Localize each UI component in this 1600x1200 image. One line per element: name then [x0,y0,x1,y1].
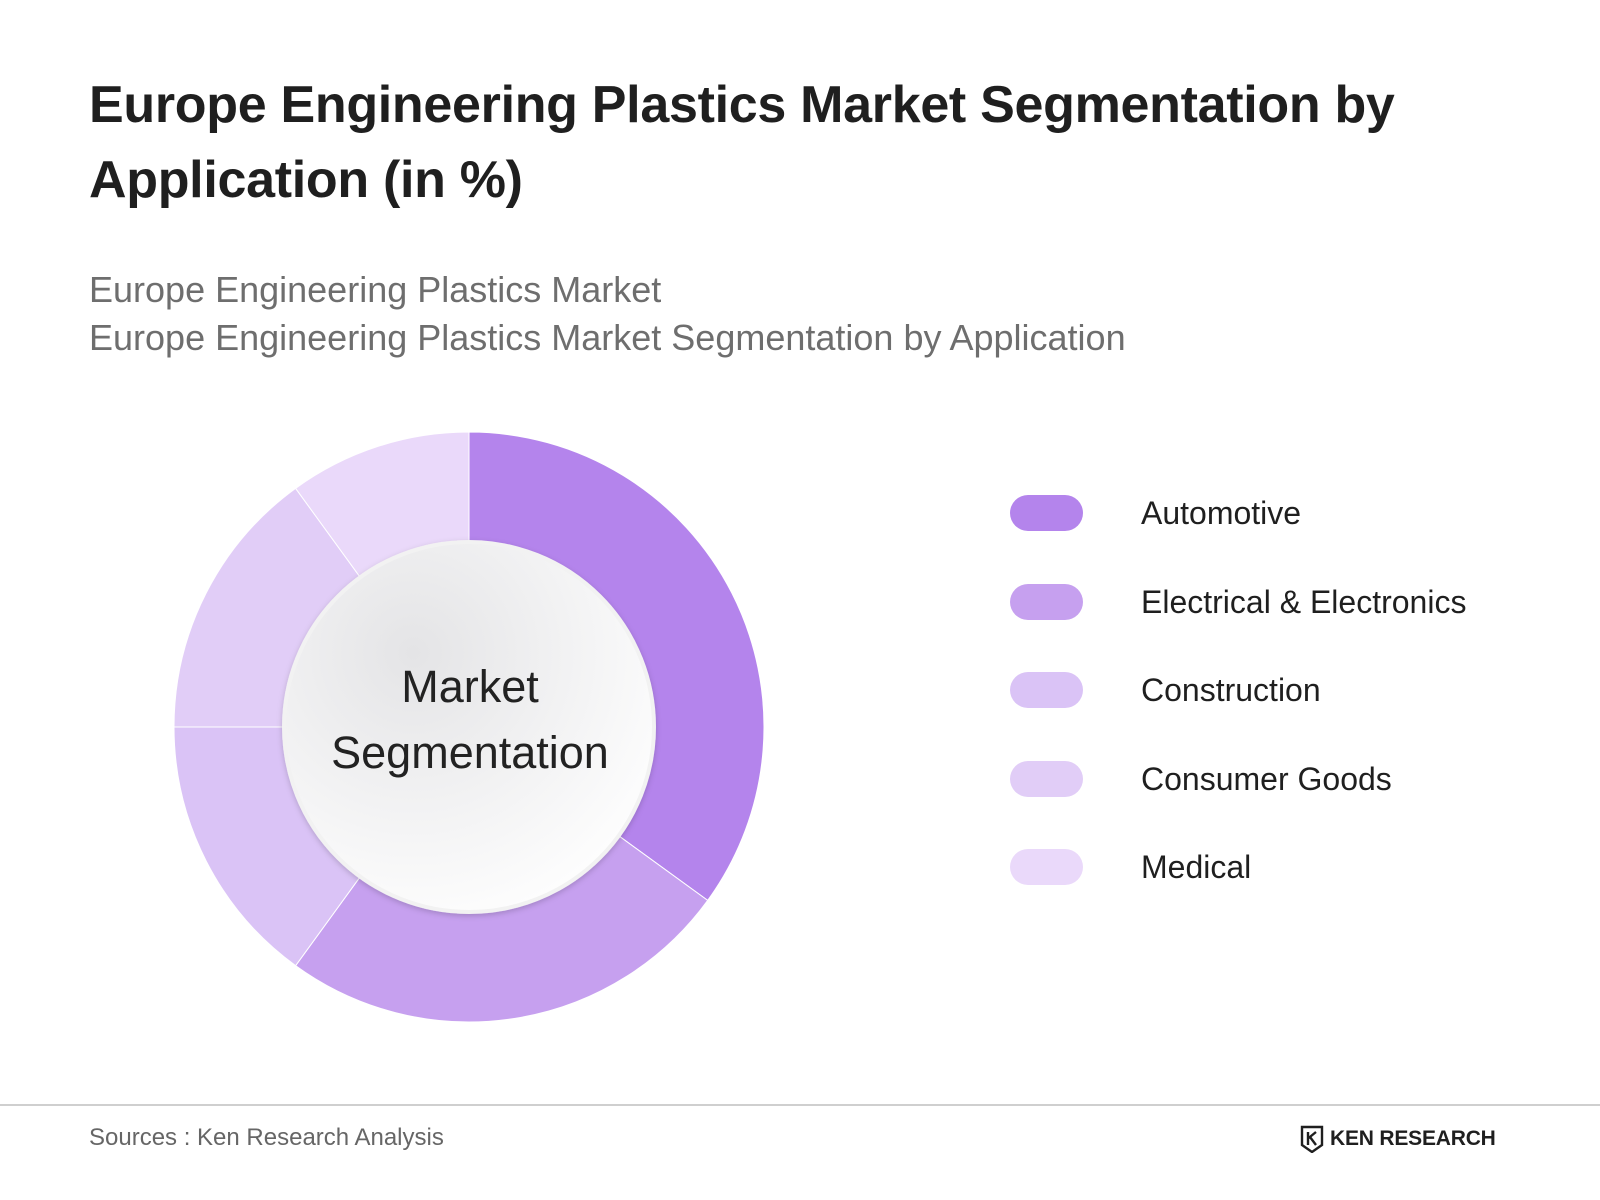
legend-swatch-consumer-goods [1010,760,1083,797]
donut-center-label: Market Segmentation [290,654,650,786]
legend-item-consumer-goods: Consumer Goods [1010,760,1570,850]
legend-swatch-construction [1010,672,1083,708]
footer-divider [0,1104,1600,1106]
legend-swatch-automotive [1010,495,1083,531]
legend-label-automotive: Automotive [1141,495,1302,531]
legend-swatch-medical [1010,849,1083,885]
center-label-line-2: Segmentation [331,727,609,778]
legend-item-automotive: Automotive [1010,495,1570,584]
legend-swatch-electrical-electronics [1010,583,1083,620]
chart-legend: Automotive Electrical & Electronics Constr… [1010,495,1570,938]
legend-label-construction: Construction [1141,672,1321,708]
brand-logo: KEN RESEARCH [1300,1124,1530,1154]
ken-research-logo-icon [1300,1125,1324,1153]
brand-name: KEN RESEARCH [1330,1127,1496,1150]
chart-subtitle: Europe Engineering Plastics Market Europ… [89,266,1389,362]
chart-title: Europe Engineering Plastics Market Segme… [89,76,1395,209]
legend-item-medical: Medical [1010,849,1570,938]
center-label-line-1: Market [401,661,539,712]
legend-label-consumer-goods: Consumer Goods [1141,760,1392,797]
legend-item-construction: Construction [1010,672,1570,761]
donut-hole [282,540,656,914]
subtitle-line-2: Europe Engineering Plastics Market Segme… [89,317,1126,358]
subtitle-line-1: Europe Engineering Plastics Market [89,269,662,310]
legend-label-electrical-electronics: Electrical & Electronics [1141,583,1467,620]
legend-label-medical: Medical [1141,849,1252,885]
source-note: Sources : Ken Research Analysis [89,1124,444,1151]
legend-item-electrical-electronics: Electrical & Electronics [1010,583,1570,673]
